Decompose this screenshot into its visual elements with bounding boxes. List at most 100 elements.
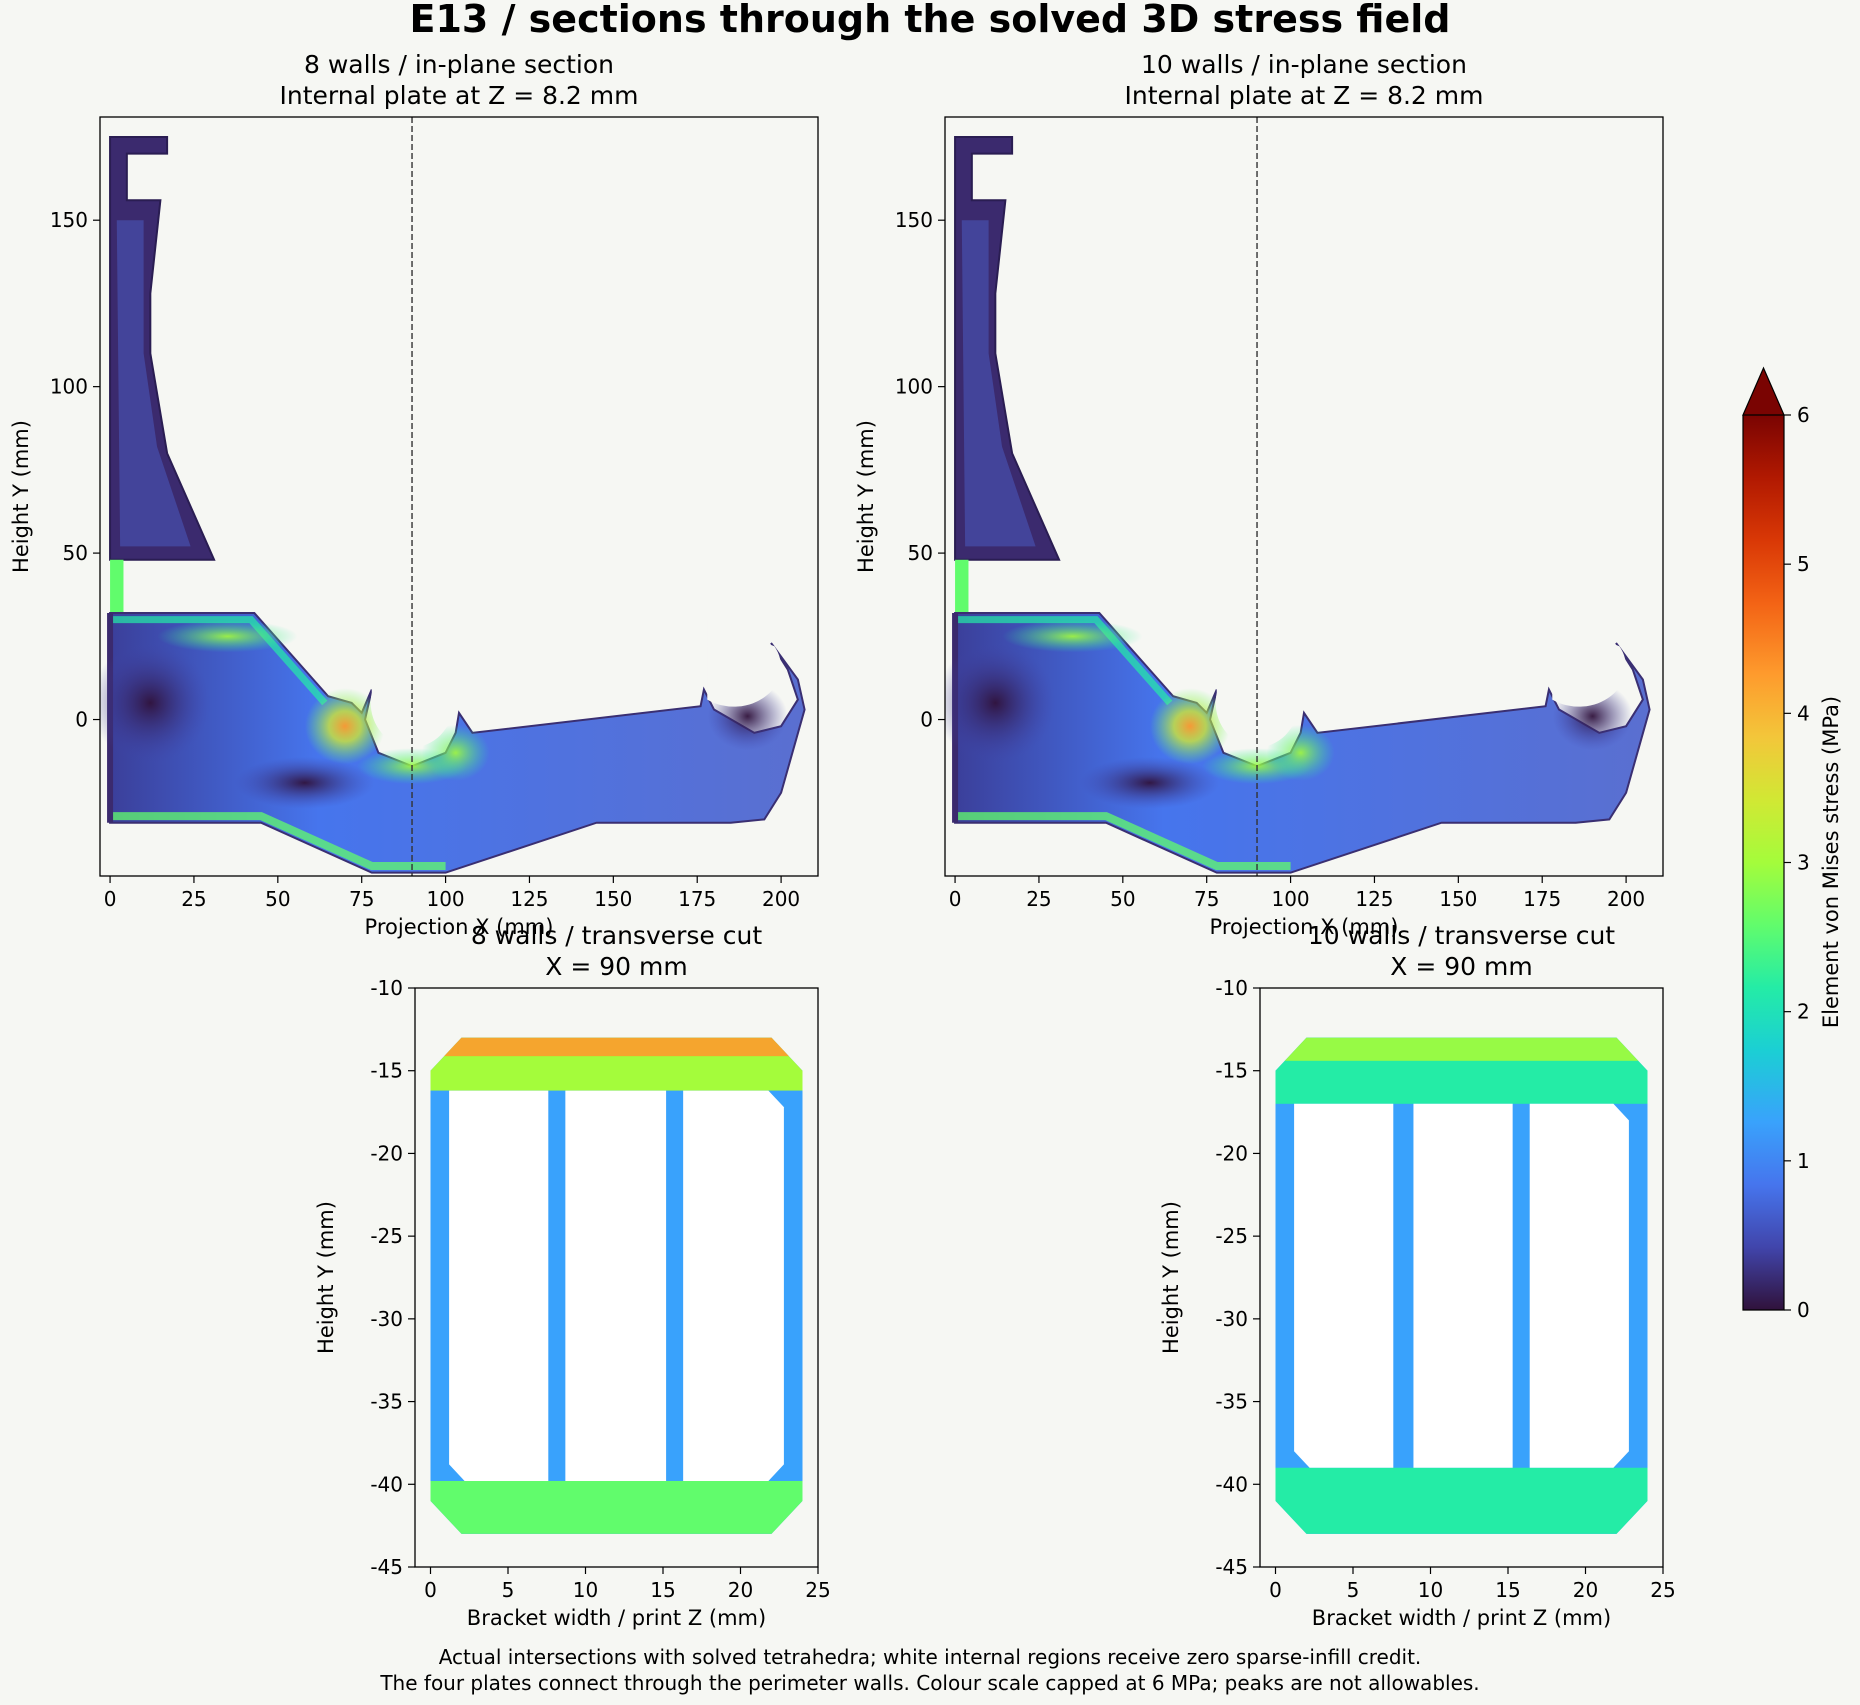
bottom-flange [1275,1467,1648,1534]
colorbar: 0 1 2 3 4 5 6 Element von Mises stress (MPa) [1742,366,1843,1322]
x-tick-label: 150 [1439,887,1477,911]
panel-title-line-1: 10 walls / in-plane section [1141,50,1467,79]
y-tick-label: 100 [895,375,933,399]
colorbar-tick-label: 0 [1797,1298,1810,1322]
y-tick-label: -40 [1215,1472,1248,1496]
x-tick-label: 50 [265,887,290,911]
y-tick-label: -10 [370,976,403,1000]
panel-title-line-1: 8 walls / transverse cut [471,921,763,950]
axes-frame [944,116,1664,877]
colorbar-tick-label: 6 [1797,403,1810,427]
panel-title-line-2: X = 90 mm [545,952,687,981]
x-tick-label: 100 [426,887,464,911]
panel-title-line-2: Internal plate at Z = 8.2 mm [279,81,638,110]
x-tick-label: 75 [349,887,374,911]
x-tick-label: 15 [650,1578,675,1602]
plot-area [945,135,1651,874]
x-tick-label: 20 [728,1578,753,1602]
x-tick-label: 5 [502,1578,515,1602]
x-tick-label: 200 [762,887,800,911]
panel-title-line-1: 10 walls / transverse cut [1308,921,1615,950]
y-tick-label: 0 [75,708,88,732]
x-tick-label: 25 [805,1578,830,1602]
x-tick-label: 175 [678,887,716,911]
colorbar-tick-label: 5 [1797,552,1810,576]
bottom-flange [430,1480,803,1534]
infill-void [1413,1103,1513,1468]
y-tick-label: 50 [908,541,933,565]
panel-title-line-2: X = 90 mm [1390,952,1532,981]
x-axis-label: Projection X (mm) [365,915,554,939]
infill-void [449,1090,549,1481]
x-axis-label: Projection X (mm) [1210,915,1399,939]
colorbar-tick-label: 2 [1797,1000,1810,1024]
x-tick-label: 50 [1110,887,1135,911]
y-tick-label: -40 [370,1472,403,1496]
caption-line-1: Actual intersections with solved tetrahe… [439,1645,1422,1669]
x-tick-label: 0 [424,1578,437,1602]
colorbar-tick-label: 1 [1797,1149,1810,1173]
x-tick-label: 150 [594,887,632,911]
infill-void [1294,1103,1394,1468]
caption-line-2: The four plates connect through the peri… [379,1671,1479,1695]
y-tick-label: -15 [1215,1059,1248,1083]
x-tick-label: 10 [573,1578,598,1602]
axes-frame [99,116,819,877]
y-tick-label: -30 [370,1307,403,1331]
y-tick-label: -45 [1215,1555,1248,1579]
y-tick-label: -20 [370,1141,403,1165]
colorbar-tick-label: 4 [1797,701,1810,725]
neck [955,559,969,614]
y-tick-label: -25 [1215,1224,1248,1248]
y-tick-label: -35 [1215,1390,1248,1414]
infill-void [1529,1103,1629,1468]
x-tick-label: 0 [1269,1578,1282,1602]
y-tick-label: 50 [63,541,88,565]
y-tick-label: -10 [1215,976,1248,1000]
y-tick-label: -15 [370,1059,403,1083]
y-tick-label: 100 [50,375,88,399]
y-axis-label: Height Y (mm) [854,420,878,573]
colorbar-tick-label: 3 [1797,851,1810,875]
panel-title-line-1: 8 walls / in-plane section [304,50,614,79]
x-tick-label: 100 [1271,887,1309,911]
x-tick-label: 125 [510,887,548,911]
y-tick-label: -35 [370,1390,403,1414]
infill-void [683,1090,784,1481]
x-tick-label: 200 [1607,887,1645,911]
y-axis-label: Height Y (mm) [314,1201,338,1354]
x-tick-label: 75 [1194,887,1219,911]
y-tick-label: 0 [920,708,933,732]
x-tick-label: 0 [949,887,962,911]
colorbar-gradient [1743,415,1784,1310]
panel-title-line-2: Internal plate at Z = 8.2 mm [1124,81,1483,110]
x-tick-label: 25 [1026,887,1051,911]
x-tick-label: 5 [1347,1578,1360,1602]
colorbar-extend-arrow [1742,366,1785,416]
axes-frame [414,987,819,1568]
y-tick-label: 150 [895,208,933,232]
colorbar-label: Element von Mises stress (MPa) [1819,696,1843,1028]
x-tick-label: 20 [1573,1578,1598,1602]
x-axis-label: Bracket width / print Z (mm) [1312,1606,1611,1630]
x-tick-label: 10 [1418,1578,1443,1602]
x-axis-label: Bracket width / print Z (mm) [467,1606,766,1630]
infill-void [565,1090,667,1481]
y-tick-label: 150 [50,208,88,232]
plot-area [430,1037,803,1534]
y-tick-label: -20 [1215,1141,1248,1165]
neck [110,559,124,614]
y-tick-label: -45 [370,1555,403,1579]
plot-area [100,135,806,874]
x-tick-label: 125 [1355,887,1393,911]
x-tick-label: 0 [104,887,117,911]
y-axis-label: Height Y (mm) [1159,1201,1183,1354]
y-axis-label: Height Y (mm) [9,420,33,573]
x-tick-label: 25 [1650,1578,1675,1602]
y-tick-label: -25 [370,1224,403,1248]
figure-title: E13 / sections through the solved 3D str… [410,0,1451,41]
